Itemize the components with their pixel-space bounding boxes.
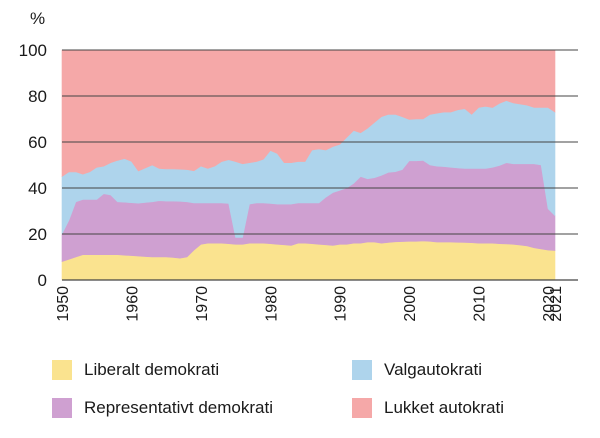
- y-tick-label: 0: [38, 271, 47, 290]
- legend-swatch: [52, 398, 72, 418]
- y-tick-label: 100: [19, 41, 47, 60]
- x-tick-label: 1950: [55, 286, 72, 322]
- x-tick-label: 1980: [263, 286, 280, 322]
- y-axis-ticks: 0 20 40 60 80 100: [19, 41, 47, 290]
- area-layers: [61, 49, 556, 281]
- gridlines: [62, 49, 578, 281]
- legend-item-representativt-demokrati: Representativt demokrati: [52, 398, 273, 418]
- legend: Liberalt demokrati Valgautokrati Represe…: [0, 350, 600, 430]
- legend-label: Liberalt demokrati: [84, 360, 220, 379]
- y-axis-unit: %: [30, 9, 45, 28]
- legend-item-valgautokrati: Valgautokrati: [352, 360, 482, 380]
- x-tick-label: 1960: [124, 286, 141, 322]
- y-tick-label: 60: [28, 133, 47, 152]
- x-tick-label: 2021: [548, 286, 565, 322]
- y-tick-label: 20: [28, 225, 47, 244]
- legend-item-liberalt-demokrati: Liberalt demokrati: [52, 360, 219, 380]
- legend-label: Lukket autokrati: [384, 398, 505, 417]
- y-tick-label: 80: [28, 87, 47, 106]
- x-tick-label: 2000: [402, 286, 419, 322]
- x-tick-label: 1970: [194, 286, 211, 322]
- legend-label: Representativt demokrati: [84, 398, 273, 417]
- x-tick-label: 2010: [472, 286, 489, 322]
- x-tick-label: 2020: [541, 286, 558, 322]
- legend-item-lukket-autokrati: Lukket autokrati: [352, 398, 504, 418]
- legend-swatch: [52, 360, 72, 380]
- legend-swatch: [352, 360, 372, 380]
- legend-swatch: [352, 398, 372, 418]
- legend-label: Valgautokrati: [384, 360, 482, 379]
- y-tick-label: 40: [28, 179, 47, 198]
- x-tick-label: 1990: [333, 286, 350, 322]
- stacked-area-chart: 0 20 40 60 80 100 1950 1960 1970 1980 1990 2000 201…: [19, 9, 578, 322]
